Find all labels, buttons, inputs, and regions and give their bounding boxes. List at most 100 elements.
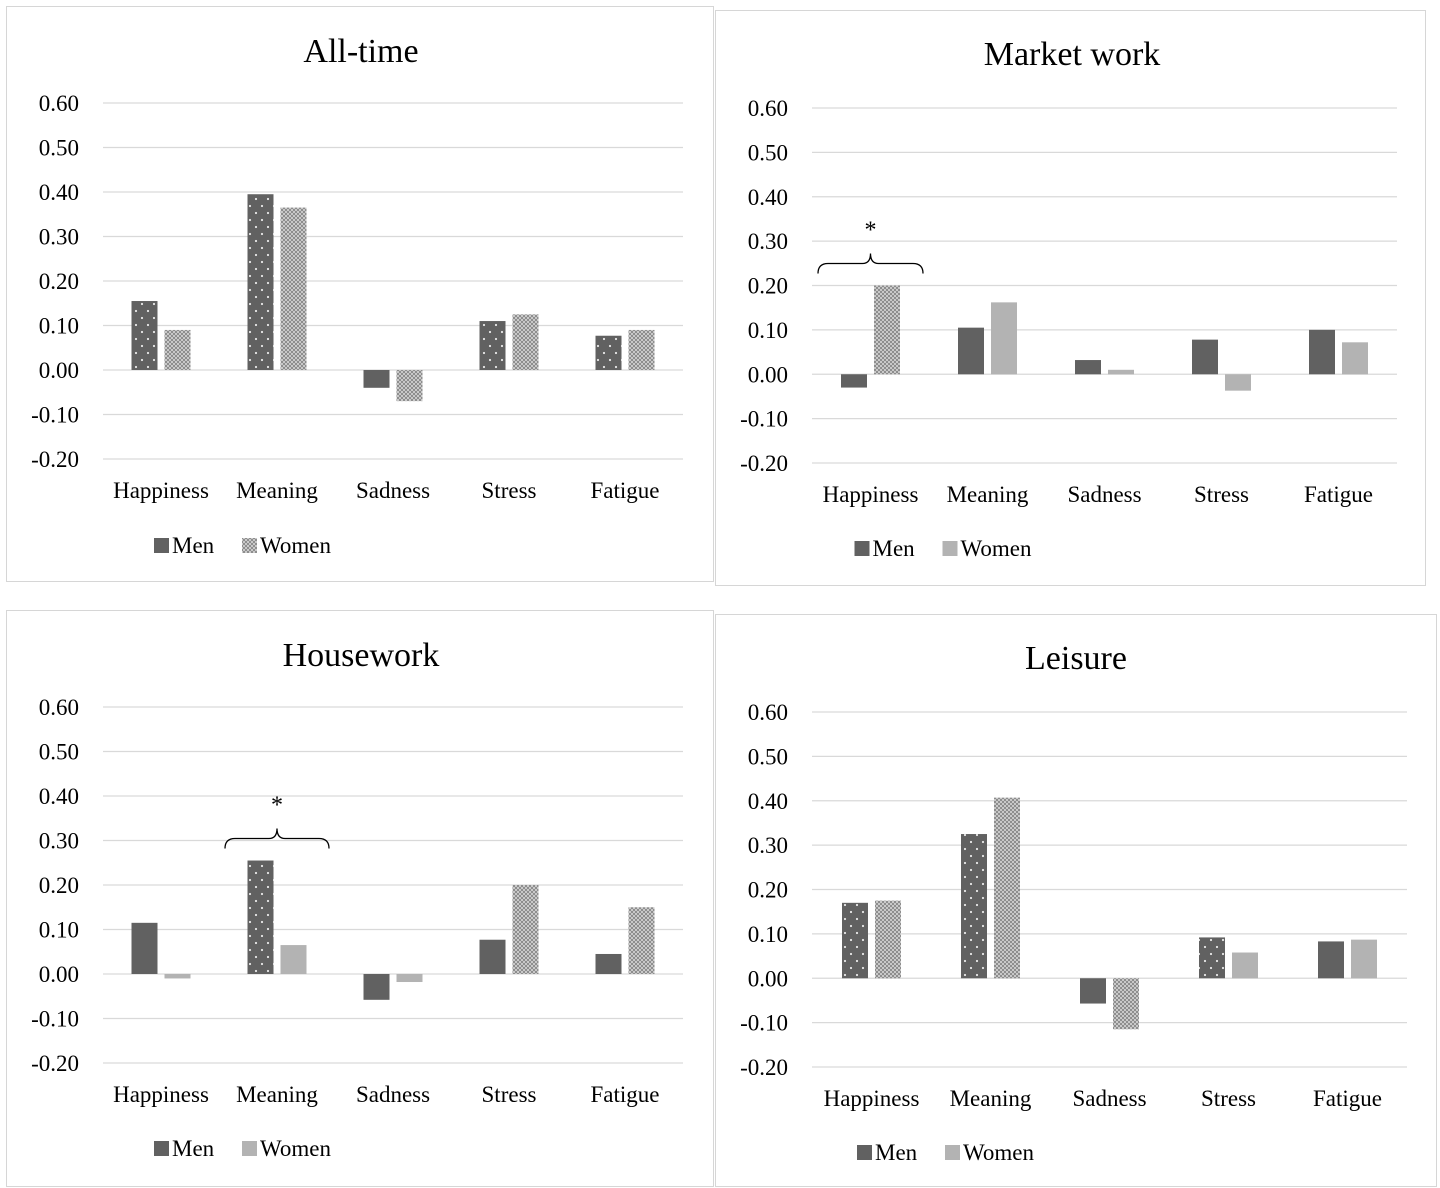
y-tick-label: -0.10 [31, 403, 79, 428]
bar-women-happiness [164, 329, 191, 370]
y-tick-label: 0.10 [39, 918, 79, 943]
y-tick-label: 0.40 [39, 180, 79, 205]
bar-women-fatigue [628, 329, 655, 370]
bar-men-meaning [958, 327, 984, 375]
significance-asterisk: * [865, 218, 877, 244]
bar-women-fatigue [1351, 939, 1377, 979]
y-tick-label: 0.30 [748, 229, 788, 254]
chart-title: Housework [283, 637, 440, 674]
y-tick-label: 0.50 [748, 140, 788, 165]
significance-brace [224, 828, 330, 849]
x-category-label: Happiness [824, 1086, 920, 1111]
x-category-label: Happiness [823, 482, 919, 507]
bar-men-fatigue [1318, 941, 1344, 979]
x-category-label: Meaning [236, 478, 318, 503]
bar-men-happiness [842, 902, 868, 979]
bar-men-meaning [247, 194, 274, 370]
bar-men-sadness [1075, 360, 1101, 375]
y-tick-label: 0.30 [748, 833, 788, 858]
y-tick-label: 0.60 [39, 695, 79, 720]
chart-panel-leisure: Leisure 0.60 0.50 0.40 0.30 0.20 0.10 0.00 -0.10… [715, 614, 1437, 1187]
x-category-label: Meaning [236, 1082, 318, 1107]
bar-women-stress [512, 314, 539, 370]
bar-women-meaning [280, 945, 307, 974]
bar-men-happiness [841, 374, 867, 388]
x-category-label: Stress [1201, 1086, 1256, 1111]
bar-men-sadness [363, 370, 390, 388]
legend: Men Women [854, 536, 1032, 561]
significance-asterisk: * [271, 793, 283, 819]
chart-panel-housework: Housework 0.60 0.50 0.40 0.30 0.20 0.10 0.00 -0.… [6, 610, 714, 1187]
bar-men-sadness [1080, 978, 1106, 1004]
y-tick-label: 0.40 [748, 185, 788, 210]
bar-women-meaning [994, 797, 1020, 979]
chart-market-work: Market work 0.60 0.50 0.40 0.30 0.20 0.10 0.00 -… [740, 36, 1397, 561]
x-category-label: Fatigue [591, 478, 660, 503]
x-category-label: Stress [1194, 482, 1249, 507]
bar-women-happiness [875, 900, 901, 979]
y-tick-label: -0.10 [31, 1007, 79, 1032]
y-tick-label: -0.20 [740, 1055, 788, 1080]
bar-men-meaning [247, 860, 274, 974]
y-tick-label: 0.30 [39, 829, 79, 854]
legend-swatch-men [854, 541, 870, 556]
y-tick-label: 0.60 [748, 700, 788, 725]
chart-title: Market work [984, 36, 1161, 73]
x-category-label: Fatigue [591, 1082, 660, 1107]
y-tick-label: 0.10 [39, 314, 79, 339]
chart-title: All-time [303, 33, 418, 70]
y-tick-label: 0.40 [748, 789, 788, 814]
bar-men-sadness [363, 974, 390, 1000]
bar-women-fatigue [628, 907, 655, 974]
bar-men-happiness [131, 301, 158, 370]
y-tick-label: 0.50 [39, 136, 79, 161]
x-category-label: Happiness [113, 478, 209, 503]
x-category-label: Sadness [1072, 1086, 1146, 1111]
legend-label-men: Men [875, 1140, 918, 1165]
x-category-label: Meaning [947, 482, 1029, 507]
y-tick-label: 0.00 [748, 362, 788, 387]
legend: Men Women [154, 533, 331, 558]
legend: Men Women [857, 1140, 1034, 1165]
bar-women-stress [512, 885, 539, 974]
y-tick-label: 0.20 [748, 274, 788, 299]
y-tick-label: -0.20 [740, 451, 788, 476]
legend-swatch-men [154, 1141, 169, 1156]
chart-leisure: Leisure 0.60 0.50 0.40 0.30 0.20 0.10 0.00 -0.10… [740, 640, 1407, 1165]
y-tick-label: 0.10 [748, 318, 788, 343]
legend-label-men: Men [873, 536, 916, 561]
x-category-label: Sadness [1067, 482, 1141, 507]
y-tick-label: 0.50 [748, 744, 788, 769]
legend-swatch-women [945, 1145, 960, 1160]
legend-swatch-women [242, 1141, 257, 1156]
y-tick-label: 0.10 [748, 922, 788, 947]
y-tick-label: -0.10 [740, 407, 788, 432]
bar-women-sadness [1108, 369, 1134, 375]
bar-women-sadness [396, 974, 423, 983]
y-tick-label: 0.20 [39, 269, 79, 294]
x-category-label: Stress [482, 1082, 537, 1107]
significance-brace [817, 253, 924, 274]
x-category-label: Fatigue [1304, 482, 1373, 507]
y-tick-label: 0.60 [748, 96, 788, 121]
bar-women-happiness [164, 974, 191, 979]
x-category-label: Happiness [113, 1082, 209, 1107]
y-tick-label: 0.20 [39, 873, 79, 898]
chart-housework: Housework 0.60 0.50 0.40 0.30 0.20 0.10 0.00 -0.… [31, 637, 683, 1161]
x-category-label: Fatigue [1313, 1086, 1382, 1111]
y-tick-label: 0.00 [39, 358, 79, 383]
bar-men-happiness [131, 922, 158, 974]
legend-swatch-men [154, 538, 169, 553]
bar-women-meaning [280, 207, 307, 370]
legend-swatch-women [242, 538, 257, 553]
bar-men-meaning [961, 834, 987, 979]
legend-label-women: Women [260, 1136, 331, 1161]
legend-label-men: Men [172, 533, 215, 558]
legend-swatch-men [857, 1145, 872, 1160]
y-tick-label: -0.20 [31, 447, 79, 472]
y-tick-label: 0.30 [39, 225, 79, 250]
legend-label-women: Women [961, 536, 1032, 561]
chart-title: Leisure [1025, 640, 1127, 677]
bar-men-fatigue [1309, 329, 1335, 375]
bar-men-stress [1192, 339, 1218, 375]
